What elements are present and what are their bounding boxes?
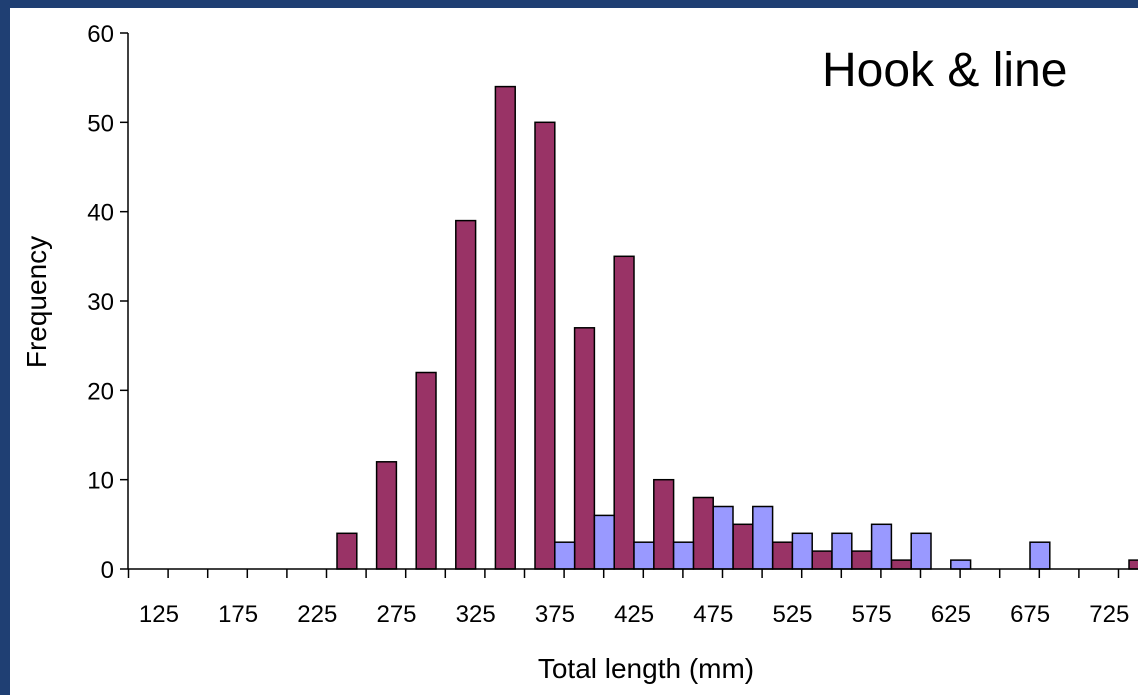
x-tick-label-375: 375	[535, 601, 575, 628]
bar-s2-525	[791, 532, 813, 570]
bar-s1-550	[811, 550, 833, 570]
x-tick-label-475: 475	[693, 601, 733, 628]
x-tick-label-275: 275	[376, 601, 416, 628]
bar-s1-400	[573, 327, 596, 570]
bar-s1-450	[653, 478, 675, 570]
histogram-chart: 0 10 20 30 40 50 60 125 175 225 275 325 375 425 475 525…	[21, 21, 1138, 684]
bar-s2-675	[1029, 541, 1051, 570]
x-tick-label-575: 575	[852, 601, 892, 628]
y-tick-label-30: 30	[87, 289, 114, 316]
x-tick-label-525: 525	[772, 601, 812, 628]
y-axis-title: Frequency	[21, 236, 52, 368]
bars-layer	[336, 85, 1138, 570]
bar-s1-475	[692, 496, 714, 570]
chart-panel: 0 10 20 30 40 50 60 125 175 225 275 325 375 425 475 525…	[10, 8, 1138, 695]
bar-s2-475	[712, 505, 734, 570]
bar-s2-500	[752, 505, 774, 570]
x-tick-label-675: 675	[1010, 601, 1050, 628]
bar-s1-425	[613, 255, 635, 570]
x-tick-label-325: 325	[456, 601, 496, 628]
x-tick-label-225: 225	[297, 601, 337, 628]
bar-s1-750	[1128, 559, 1138, 570]
bar-s1-300	[415, 371, 437, 570]
bar-s2-600	[910, 532, 932, 570]
bar-s1-325	[455, 219, 477, 570]
chart-title: Hook & line	[822, 44, 1067, 97]
bar-s1-525	[771, 541, 794, 570]
bar-s2-625	[950, 559, 972, 570]
axes-layer: 0 10 20 30 40 50 60 125 175 225 275 325 375 425 475 525…	[87, 21, 1138, 628]
bar-s2-375	[554, 541, 576, 570]
bar-s1-500	[732, 523, 754, 570]
bar-s2-400	[593, 514, 615, 570]
x-tick-label-125: 125	[139, 601, 179, 628]
y-tick-label-10: 10	[87, 468, 114, 495]
y-tick-label-60: 60	[87, 21, 114, 48]
bar-s1-575	[851, 550, 873, 570]
bar-s1-600	[890, 559, 912, 570]
y-tick-label-20: 20	[87, 378, 114, 405]
x-tick-label-625: 625	[931, 601, 971, 628]
x-tick-label-425: 425	[614, 601, 654, 628]
bar-s1-250	[336, 532, 358, 570]
bar-s2-550	[831, 532, 853, 570]
bar-s2-425	[633, 541, 655, 570]
bar-s2-575	[870, 523, 893, 570]
bar-s2-450	[672, 541, 695, 570]
y-tick-label-50: 50	[87, 110, 114, 137]
x-axis-title: Total length (mm)	[538, 653, 754, 684]
y-tick-label-0: 0	[101, 557, 114, 584]
bar-s1-350	[494, 85, 516, 570]
bar-s1-275	[375, 461, 398, 570]
x-tick-label-725: 725	[1089, 601, 1129, 628]
y-tick-label-40: 40	[87, 200, 114, 227]
bar-s1-375	[534, 121, 556, 570]
x-tick-label-175: 175	[218, 601, 258, 628]
